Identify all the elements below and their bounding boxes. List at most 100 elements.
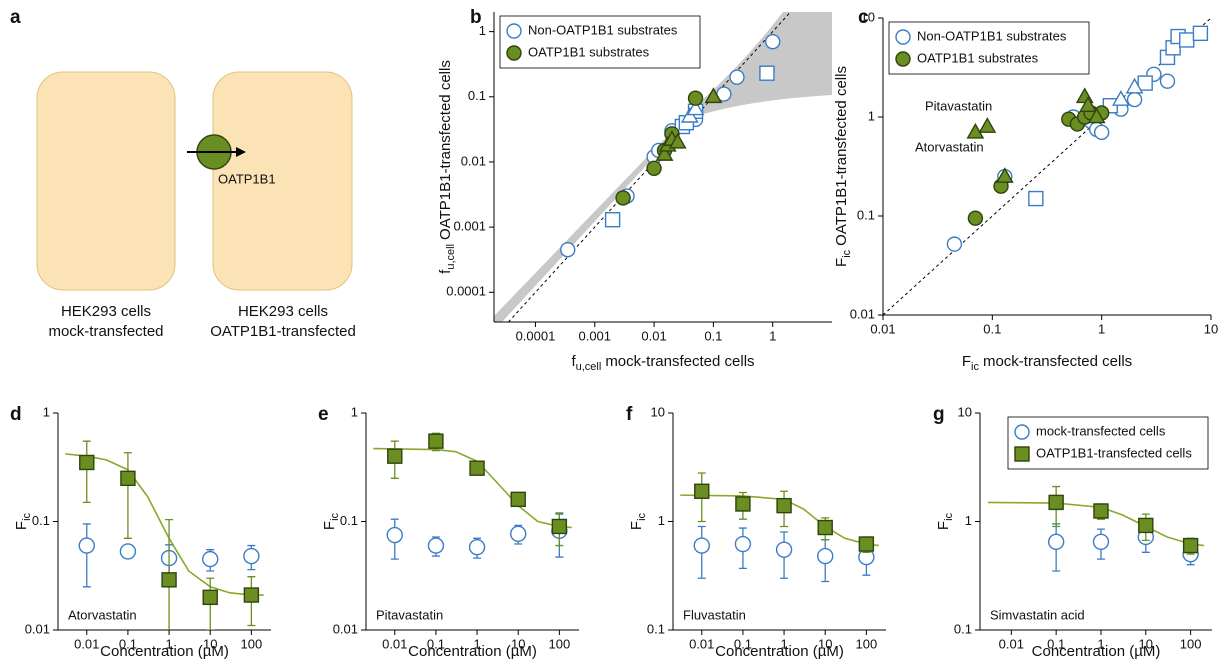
marker-circle [817,547,834,565]
marker-square [817,519,833,536]
x-tick-label: 100 [1180,636,1202,651]
axis-subscript: ic [943,512,955,520]
axis-text: mock-transfected cells [605,353,754,370]
panel-label: d [10,404,22,425]
x-tick-label: 10 [203,636,217,651]
axis-subscript: u,cell [576,361,602,373]
marker-square [858,536,875,552]
axis-label: fu,cell mock-transfected cells [571,353,754,373]
legend-label: mock-transfected cells [1036,423,1166,438]
marker-square [1192,25,1209,42]
axis-symbol: F [935,521,952,530]
marker-circle [946,236,963,252]
axis-symbol: F [833,258,850,267]
axis-symbol: F [962,353,971,370]
marker-circle [895,29,911,45]
axis-symbol: F [13,521,30,530]
marker-triangle [1125,77,1144,94]
axis-symbol: f [571,353,576,370]
y-tick-label: 1 [351,404,358,419]
marker-square [735,496,751,512]
marker-circle [468,538,486,556]
marker-triangle [686,99,705,116]
marker-square [776,497,792,514]
marker-square [604,211,621,228]
marker-square [1182,537,1199,554]
plot-area [65,440,264,630]
marker-square [1179,32,1195,48]
x-tick-label: 10 [1139,636,1153,651]
x-tick-label: 0.01 [382,636,407,651]
axis-text: OATP1B1-transfected cells [833,66,850,246]
cell-mock [36,71,176,291]
marker-triangle [995,167,1014,183]
marker-square [243,587,260,603]
legend-label: Non-OATP1B1 substrates [917,28,1067,43]
marker-circle [734,535,752,553]
axis-text: OATP1B1-transfected cells [437,60,454,240]
axis-text: Concentration (µM) [100,643,229,660]
marker-square [1093,503,1109,519]
x-tick-label: 0.1 [119,636,137,651]
axis-label: Concentration (µM) [1032,643,1161,660]
marker-circle [967,210,984,226]
legend-box [499,15,701,69]
axis-label: Fic [13,512,33,530]
error-bar [82,523,91,588]
marker-triangle [966,122,985,139]
marker-circle [615,190,631,206]
plot-area [987,485,1205,572]
marker-triangle [978,117,997,133]
marker-square [551,518,568,535]
axis-label: Concentration (µM) [408,643,537,660]
y-tick-label: 0.1 [32,513,50,528]
panel-label: c [858,7,869,28]
marker-circle [1047,533,1065,550]
marker-circle [687,90,704,106]
axis-subscript: ic [21,512,33,520]
marker-square [759,65,775,81]
axis-label: fu,cell OATP1B1-transfected cells [437,60,457,274]
axis-label: Fic [321,512,341,530]
identity-line [508,11,791,322]
transporter-label: OATP1B1 [218,171,276,186]
marker-square [469,460,485,476]
plot-area [508,11,791,322]
marker-square [1014,446,1030,462]
panel-a: a OATP1B1 HEK293 cells mock-transfected … [10,7,356,340]
marker-circle [1093,124,1110,141]
axis-label: Fic OATP1B1-transfected cells [833,66,853,267]
marker-square [694,483,710,499]
marker-circle [506,23,522,39]
panel-label: a [10,7,21,28]
marker-square [120,470,136,487]
x-tick-label: 0.001 [578,328,611,343]
legend-label: OATP1B1 substrates [917,50,1039,65]
marker-circle [119,543,137,560]
x-tick-label: 0.0001 [516,328,556,343]
x-tick-label: 1 [780,636,787,651]
y-tick-label: 0.0001 [446,284,486,299]
y-tick-label: 0.001 [453,219,486,234]
marker-triangle [704,87,723,104]
marker-circle [510,525,527,543]
marker-circle [386,526,403,544]
plot-area [680,472,879,583]
axis-text: Concentration (µM) [1032,643,1161,660]
x-tick-label: 0.1 [983,321,1001,336]
marker-circle [1014,424,1030,440]
x-tick-label: 0.01 [689,636,714,651]
y-tick-label: 1 [868,108,875,123]
x-tick-label: 0.01 [870,321,895,336]
panel-label: f [626,404,633,425]
axis-label: Fic [628,512,648,530]
y-tick-label: 0.01 [333,621,358,636]
y-tick-label: 0.01 [461,153,486,168]
marker-circle [1159,73,1176,89]
x-tick-label: 0.1 [427,636,445,651]
marker-circle [427,537,445,554]
y-tick-label: 0.1 [954,621,972,636]
marker-square [1138,517,1154,534]
x-tick-label: 0.1 [734,636,752,651]
